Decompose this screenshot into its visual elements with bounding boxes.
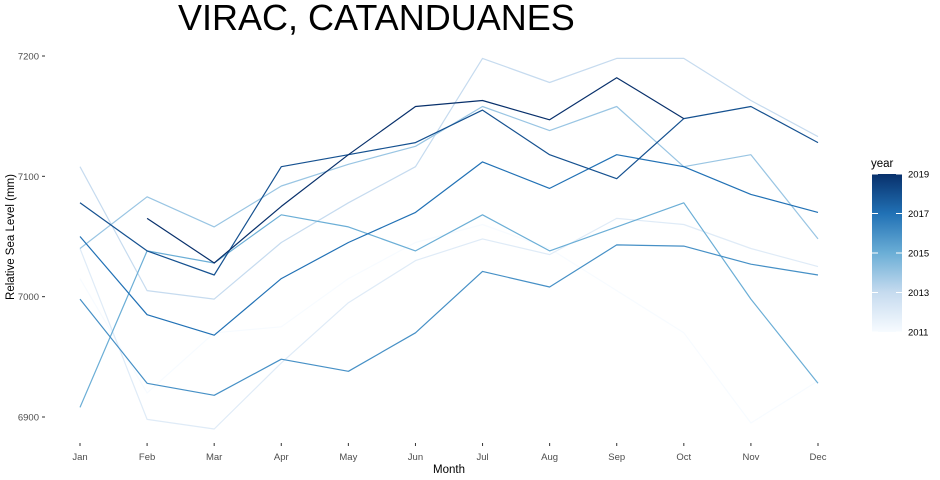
legend-tick-label: 2017 bbox=[908, 209, 929, 220]
x-axis: Jan Feb Mar Apr May Jun Jul Aug Sep Oct Nov Dec bbox=[72, 443, 827, 463]
legend-tick-label: 2013 bbox=[908, 288, 929, 299]
legend-tick-label: 2019 bbox=[908, 170, 929, 181]
x-tick-label: Sep bbox=[608, 452, 625, 463]
x-tick-label: Apr bbox=[274, 452, 289, 463]
y-axis: 6900 7000 7100 7200 bbox=[18, 52, 45, 424]
series-line-2019 bbox=[146, 77, 685, 264]
x-tick-label: Jul bbox=[476, 452, 488, 463]
x-tick-label: Oct bbox=[676, 452, 691, 463]
series-line-2011 bbox=[79, 223, 819, 424]
x-tick-label: Jan bbox=[72, 452, 87, 463]
plot-area bbox=[79, 57, 819, 430]
y-tick-label: 7100 bbox=[18, 172, 39, 183]
chart-title: VIRAC, CATANDUANES bbox=[178, 0, 575, 38]
legend: year 2011 2013 2015 2017 2019 bbox=[871, 158, 929, 339]
legend-tick-label: 2011 bbox=[908, 328, 928, 339]
series-line-2018 bbox=[79, 105, 819, 276]
series-line-2017 bbox=[79, 154, 819, 336]
x-tick-label: Nov bbox=[742, 452, 759, 463]
legend-ticks: 2011 2013 2015 2017 2019 bbox=[872, 170, 929, 339]
series-line-2014 bbox=[79, 105, 819, 249]
y-tick-label: 7000 bbox=[18, 292, 39, 303]
x-tick-label: Jun bbox=[408, 452, 423, 463]
y-axis-title: Relative Sea Level (mm) bbox=[5, 174, 17, 300]
legend-tick-label: 2015 bbox=[908, 249, 929, 260]
series-line-2016 bbox=[79, 244, 819, 396]
y-tick-label: 6900 bbox=[18, 413, 39, 424]
x-tick-label: Feb bbox=[139, 452, 155, 463]
y-tick-label: 7200 bbox=[18, 52, 39, 63]
series-line-2012 bbox=[79, 217, 819, 430]
x-tick-label: Dec bbox=[810, 452, 827, 463]
x-tick-label: May bbox=[339, 452, 357, 463]
legend-title: year bbox=[871, 158, 894, 170]
series-line-2013 bbox=[79, 57, 819, 300]
series-line-2015 bbox=[79, 202, 819, 408]
x-tick-label: Mar bbox=[206, 452, 222, 463]
x-tick-label: Aug bbox=[541, 452, 558, 463]
x-axis-title: Month bbox=[433, 464, 465, 476]
